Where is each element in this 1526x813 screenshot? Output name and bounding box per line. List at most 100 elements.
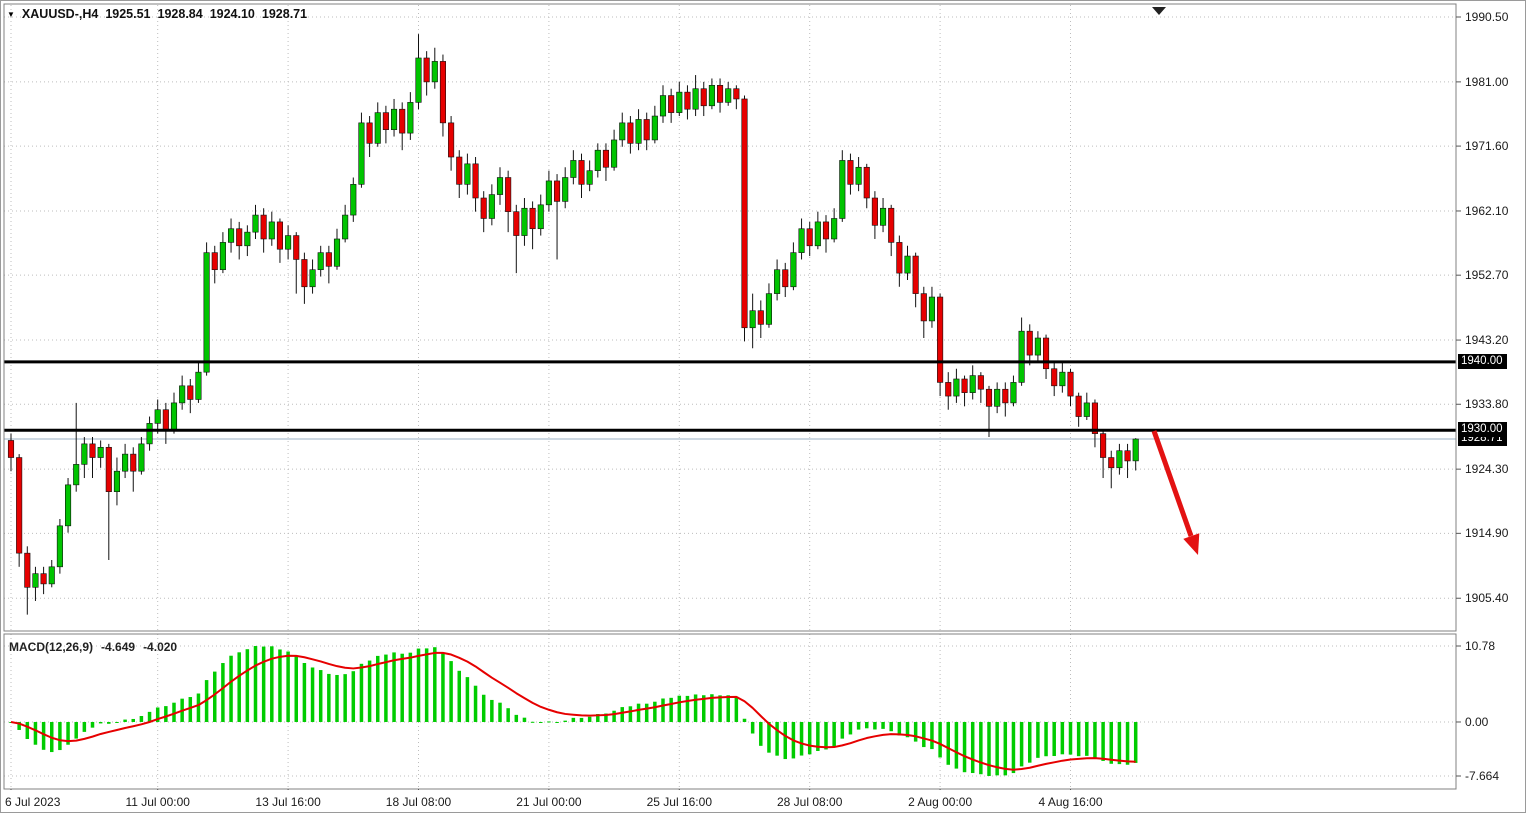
- candle-down: [822, 221, 830, 240]
- candle-down: [187, 385, 194, 400]
- candle-up: [374, 112, 381, 144]
- candle-up: [798, 228, 805, 253]
- candle-down: [847, 160, 854, 185]
- candle-up: [464, 163, 471, 185]
- price-tick-label: 1971.60: [1465, 139, 1509, 154]
- candle-up: [953, 378, 960, 397]
- candle-up: [268, 221, 275, 240]
- candle-up: [692, 88, 699, 110]
- candle-down: [366, 122, 373, 144]
- price-axis[interactable]: 1990.50 1981.00 1971.60 1962.10 1952.70 1943.…: [1457, 1, 1525, 633]
- level-price-tag: 1940.00: [1458, 353, 1507, 369]
- candle-up: [619, 122, 626, 141]
- candle-up: [790, 252, 797, 288]
- price-tick-label: 1905.40: [1465, 591, 1509, 606]
- price-tick-label: 1943.20: [1465, 333, 1509, 348]
- candle-down: [896, 242, 903, 274]
- candle-up: [545, 180, 552, 206]
- chart-shift-marker[interactable]: [1152, 7, 1166, 15]
- candle-up: [651, 115, 658, 141]
- candle-down: [1043, 337, 1050, 370]
- candle-up: [594, 149, 601, 171]
- candle-up: [814, 221, 821, 247]
- time-tick-label: 18 Jul 08:00: [385, 795, 452, 809]
- price-tick-label: 1981.00: [1465, 74, 1509, 89]
- candle-down: [130, 453, 137, 472]
- candle-up: [358, 122, 365, 185]
- candle-up: [570, 160, 577, 178]
- candle-down: [423, 57, 430, 83]
- candle-up: [521, 207, 528, 236]
- candle-down: [16, 457, 23, 554]
- candle-up: [1059, 371, 1066, 387]
- price-tick-label: 1990.50: [1465, 10, 1509, 24]
- candle-up: [1083, 402, 1090, 417]
- candle-down: [325, 252, 332, 267]
- ohlc-close: 1928.71: [261, 7, 308, 21]
- candle-up: [431, 61, 438, 83]
- price-tick-label: 1952.70: [1465, 268, 1509, 283]
- ohlc-open: 1925.51: [105, 7, 151, 21]
- time-tick-label: 25 Jul 16:00: [646, 795, 712, 809]
- candle-down: [627, 122, 634, 144]
- candle-down: [1124, 450, 1131, 462]
- candle-down: [578, 160, 585, 185]
- price-tick-label: 1914.90: [1465, 526, 1509, 541]
- time-tick-label: 6 Jul 2023: [5, 795, 61, 809]
- candle-up: [537, 204, 544, 230]
- candle-down: [399, 108, 406, 134]
- candle-down: [382, 112, 389, 130]
- chart-title: ▼ XAUUSD-,H4 1925.51 1928.84 1924.10 192…: [7, 7, 307, 21]
- candle-down: [733, 88, 740, 100]
- candle-down: [977, 375, 984, 390]
- candle-up: [154, 409, 161, 424]
- candle-up: [488, 194, 495, 219]
- candle-down: [505, 177, 512, 212]
- time-axis[interactable]: 6 Jul 2023 11 Jul 00:00 13 Jul 16:00 18 Jul…: [1, 790, 1525, 812]
- candle-up: [1018, 330, 1025, 383]
- price-pane-border: [3, 3, 1457, 632]
- axis-ticks: [10, 16, 1461, 794]
- candle-up: [65, 484, 72, 527]
- candle-up: [350, 184, 357, 216]
- symbol-dropdown-icon[interactable]: ▼: [7, 9, 15, 19]
- macd-tick-label: 10.78: [1465, 639, 1496, 653]
- candle-up: [48, 566, 55, 585]
- candle-down: [602, 149, 610, 168]
- candle-up: [170, 402, 178, 431]
- candle-down: [301, 259, 308, 288]
- candle-up: [1034, 337, 1041, 356]
- candle-up: [611, 139, 618, 168]
- candle-down: [553, 180, 561, 202]
- candle-up: [1010, 382, 1017, 404]
- candle-down: [293, 235, 300, 260]
- candle-down: [1051, 368, 1058, 387]
- macd-histogram: [9, 646, 1138, 776]
- time-tick-label: 21 Jul 00:00: [516, 795, 582, 809]
- candle-up: [969, 375, 976, 393]
- candle-down: [439, 61, 447, 124]
- candle-up: [904, 255, 911, 274]
- candle-up: [774, 269, 781, 294]
- candle-down: [529, 207, 536, 230]
- candle-down: [757, 310, 764, 325]
- arrow-annotation[interactable]: [1151, 430, 1200, 555]
- candle-down: [985, 388, 993, 407]
- time-tick-label: 28 Jul 08:00: [776, 795, 843, 809]
- macd-axis[interactable]: 10.78 0.00 -7.664: [1457, 634, 1525, 790]
- candle-down: [260, 214, 267, 240]
- candle-down: [1026, 330, 1033, 356]
- candle-up: [97, 446, 104, 458]
- candle-up: [252, 214, 259, 233]
- candle-up: [855, 166, 862, 185]
- macd-name: MACD(12,26,9): [9, 640, 94, 654]
- candle-down: [912, 255, 919, 294]
- time-tick-label: 4 Aug 16:00: [1038, 795, 1103, 809]
- candle-up: [219, 242, 226, 271]
- candle-up: [496, 177, 504, 195]
- candle-down: [456, 156, 463, 185]
- candle-down: [684, 91, 691, 110]
- level-price-tag: 1930.00: [1458, 422, 1507, 438]
